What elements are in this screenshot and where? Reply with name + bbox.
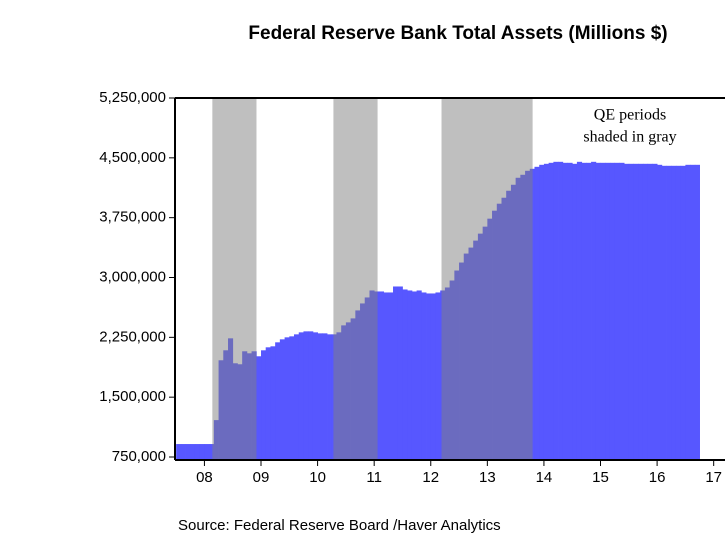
bar — [298, 332, 304, 460]
y-tick-label: 3,750,000 — [99, 209, 166, 226]
bar — [562, 162, 568, 461]
bar — [572, 163, 578, 460]
bar — [185, 444, 191, 460]
annotation: shaded in gray — [583, 129, 676, 146]
bar — [609, 162, 616, 461]
bar — [576, 161, 583, 461]
bar — [180, 444, 186, 460]
qe-shade — [212, 98, 257, 460]
bar — [293, 334, 300, 460]
bar — [270, 346, 276, 460]
bar — [308, 331, 314, 460]
bar — [411, 291, 418, 460]
bar — [605, 162, 611, 461]
x-tick-label: 08 — [196, 469, 213, 486]
y-tick-label: 1,500,000 — [99, 388, 166, 405]
bar — [265, 347, 271, 460]
bar — [279, 339, 286, 460]
source: Source: Federal Reserve Board /Haver Ana… — [178, 517, 501, 534]
bar — [284, 337, 290, 460]
bar — [209, 444, 215, 460]
bar — [402, 289, 408, 460]
x-tick-label: 11 — [366, 469, 382, 486]
chart-title: Federal Reserve Bank Total Assets (Milli… — [248, 23, 667, 44]
bar — [614, 162, 620, 461]
bar — [661, 165, 667, 460]
bar — [322, 333, 328, 460]
bar — [256, 356, 262, 460]
y-tick-label: 3,000,000 — [99, 268, 166, 285]
bar — [591, 161, 597, 461]
qe-shade — [333, 98, 378, 460]
x-tick-label: 12 — [422, 469, 439, 486]
bar — [204, 444, 210, 460]
x-tick-label: 13 — [479, 469, 496, 486]
bar — [657, 164, 663, 460]
bar — [430, 293, 436, 460]
bar — [388, 292, 394, 460]
bar — [539, 164, 545, 460]
bar — [600, 162, 606, 461]
annotation: QE periods — [594, 107, 666, 124]
bar — [534, 166, 540, 460]
bar — [397, 286, 403, 460]
bar — [666, 165, 672, 460]
bar — [567, 162, 573, 461]
y-tick-label: 2,250,000 — [99, 328, 166, 345]
bar — [619, 162, 625, 461]
bar — [548, 162, 554, 461]
qe-shade — [441, 98, 533, 460]
bar — [680, 165, 686, 460]
y-tick-label: 750,000 — [112, 448, 166, 465]
bar — [558, 161, 564, 461]
bar — [327, 334, 333, 460]
x-tick-label: 10 — [309, 469, 326, 486]
bar — [647, 163, 653, 460]
x-tick-label: 17 — [705, 469, 722, 486]
bar — [421, 292, 427, 460]
bar — [383, 292, 389, 460]
bar — [671, 165, 677, 460]
bar — [581, 162, 587, 461]
bar — [275, 342, 281, 460]
bar — [652, 163, 658, 460]
bar — [595, 162, 601, 461]
bar — [407, 290, 413, 460]
bar — [685, 164, 691, 460]
bar — [435, 292, 441, 460]
bar — [624, 163, 630, 460]
bar — [633, 163, 639, 460]
bar — [190, 444, 196, 460]
bar — [543, 163, 550, 460]
y-tick-label: 4,500,000 — [99, 149, 166, 166]
bar — [312, 332, 318, 460]
bar — [303, 331, 309, 460]
bar — [199, 444, 205, 460]
bar — [289, 336, 295, 460]
x-tick-label: 15 — [592, 469, 609, 486]
x-tick-label: 14 — [536, 469, 553, 486]
bar — [638, 163, 644, 460]
bar — [690, 164, 696, 460]
bar — [553, 161, 559, 461]
bar — [194, 444, 201, 460]
bar — [176, 444, 182, 460]
x-tick-label: 09 — [253, 469, 270, 486]
y-tick-label: 5,250,000 — [99, 89, 166, 106]
bar — [317, 333, 323, 460]
bar — [642, 163, 649, 460]
bar — [393, 286, 399, 460]
bar — [628, 163, 634, 460]
bar — [378, 291, 385, 460]
bar — [426, 293, 432, 460]
bar — [416, 290, 422, 460]
bar — [694, 164, 700, 460]
bar — [261, 350, 267, 460]
bar — [586, 162, 592, 461]
bar — [675, 165, 682, 460]
x-tick-label: 16 — [649, 469, 666, 486]
